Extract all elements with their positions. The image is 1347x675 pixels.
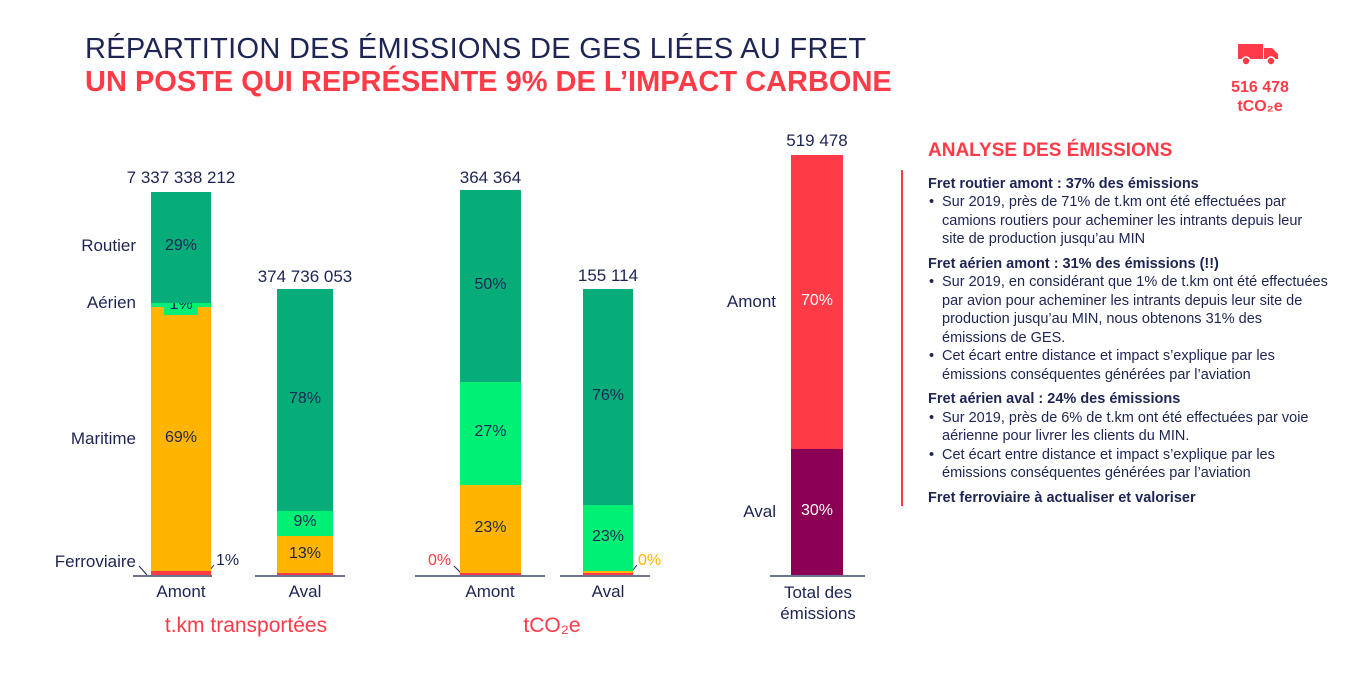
axis-baseline: [560, 575, 650, 577]
header-total: 516 478 tCO₂e: [1215, 78, 1305, 116]
analysis-heading: Fret aérien amont : 31% des émissions (!…: [928, 255, 1219, 272]
bar-segment-ferroviaire: [460, 573, 521, 575]
bar-segment-ferroviaire: [277, 573, 333, 575]
analysis-bullet: Cet écart entre distance et impact s’exp…: [929, 446, 1328, 483]
callout-co2-amont-ferroviaire: 0%: [428, 552, 452, 569]
bar-segment-ferroviaire: [583, 573, 633, 575]
title-line-2: UN POSTE QUI REPRÉSENTE 9% DE L’IMPACT C…: [85, 66, 892, 98]
divider-line: [901, 170, 903, 506]
category-label: Amont: [156, 582, 206, 601]
analysis-bullets: Sur 2019, près de 71% de t.km ont été ef…: [928, 193, 1328, 249]
bar-segment-aerien: 23%: [583, 505, 633, 571]
bar-segment-aerien: 9%: [277, 510, 333, 537]
header-total-unit: tCO₂e: [1237, 98, 1283, 115]
data-label: 9%: [293, 513, 317, 531]
analysis-title: ANALYSE DES ÉMISSIONS: [928, 140, 1173, 161]
bar-total-label: 155 114: [577, 266, 639, 285]
category-label: Aval: [288, 582, 322, 601]
analysis-heading: Fret ferroviaire à actualiser et valoris…: [928, 489, 1196, 506]
analysis-heading: Fret aérien aval : 24% des émissions: [928, 391, 1181, 407]
bar-total-label: 7 337 338 212: [126, 168, 236, 187]
axis-baseline: [415, 575, 545, 577]
analysis-bullets: Sur 2019, près de 6% de t.km ont été eff…: [928, 409, 1328, 483]
analysis-bullets: Sur 2019, en considérant que 1% de t.km …: [928, 273, 1328, 384]
data-label: 78%: [288, 389, 322, 407]
data-label: 23%: [474, 518, 507, 536]
bar-segment-amont: 70%: [791, 155, 843, 449]
row-label-aval: Aval: [743, 502, 776, 521]
analysis-heading: Fret routier amont : 37% des émissions: [928, 175, 1199, 192]
axis-baseline: [770, 575, 865, 577]
bar-total-label: 364 364: [459, 168, 522, 187]
bar-segment-aerien: 1%: [151, 294, 211, 315]
row-label-amont: Amont: [726, 292, 776, 311]
title-line-1: RÉPARTITION DES ÉMISSIONS DE GES LIÉES A…: [85, 33, 867, 65]
axis-baseline: [255, 575, 345, 577]
callout-co2-aval-maritime: 0%: [638, 552, 662, 569]
data-label: 30%: [800, 502, 834, 519]
data-label: 27%: [474, 423, 507, 441]
bar-segment-maritime: 23%: [460, 484, 521, 573]
bar-segment-aval: 30%: [791, 449, 843, 575]
row-label-aerien: Aérien: [86, 293, 136, 312]
bar-total-label: 374 736 053: [257, 267, 353, 286]
data-label: 70%: [800, 292, 834, 309]
analysis-bullet: Cet écart entre distance et impact s’exp…: [929, 347, 1328, 384]
bar-segment-maritime: 69%: [151, 306, 211, 571]
category-label: Amont: [465, 582, 515, 601]
header-total-value: 516 478: [1231, 79, 1289, 96]
callout-tkm-ferroviaire: 1%: [216, 552, 240, 569]
bar-segment-routier: 50%: [460, 190, 521, 382]
analysis-panel: ANALYSE DES ÉMISSIONS Fret routier amont…: [928, 140, 1328, 507]
data-label: 50%: [474, 275, 507, 293]
analysis-bullet: Sur 2019, en considérant que 1% de t.km …: [929, 273, 1328, 347]
row-label-maritime: Maritime: [70, 429, 136, 448]
category-label: Total des émissions: [780, 583, 856, 623]
data-label: 69%: [164, 428, 198, 446]
bar-segment-routier: 78%: [277, 289, 333, 511]
axis-baseline: [133, 575, 212, 577]
bar-segment-ferroviaire: [151, 571, 211, 575]
truck-icon: [1238, 44, 1278, 66]
bar-total-label: 519 478: [786, 131, 848, 150]
analysis-bullet: Sur 2019, près de 71% de t.km ont été ef…: [929, 193, 1328, 249]
bar-segment-aerien: 27%: [460, 381, 521, 485]
data-label: 23%: [591, 528, 625, 546]
row-label-ferroviaire: Ferroviaire: [54, 552, 136, 571]
category-label: Aval: [591, 582, 625, 601]
data-label: 76%: [591, 387, 625, 405]
bar-segment-routier: 76%: [583, 288, 633, 506]
analysis-bullet: Sur 2019, près de 6% de t.km ont été eff…: [929, 409, 1328, 446]
bar-segment-routier: 29%: [151, 191, 211, 303]
bar-segment-maritime: 13%: [277, 536, 333, 573]
bar-segment-maritime: [583, 571, 633, 573]
data-label: 29%: [164, 237, 198, 255]
row-label-routier: Routier: [81, 236, 136, 255]
group-title-tco2e: tCO₂e: [523, 614, 581, 637]
group-title-tkm: t.km transportées: [164, 614, 328, 637]
data-label: 13%: [288, 544, 322, 562]
